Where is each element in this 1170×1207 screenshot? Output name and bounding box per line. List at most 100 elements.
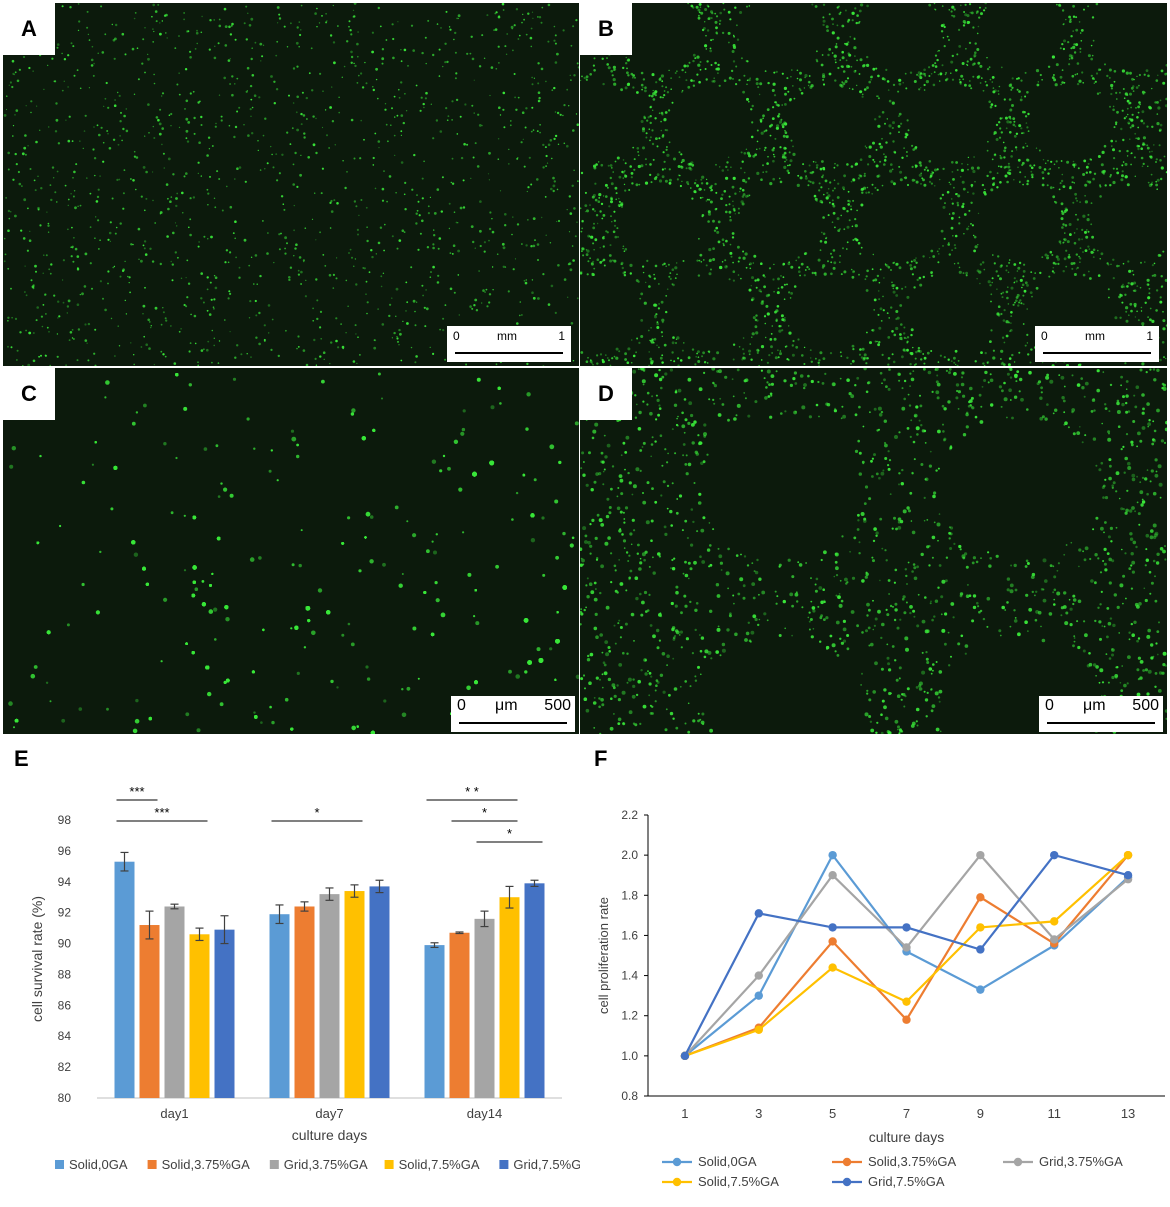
cell-dot: [203, 348, 205, 351]
cell-dot: [748, 78, 751, 82]
cell-dot: [553, 180, 556, 183]
cell-dot: [1072, 4, 1075, 8]
cell-dot: [275, 88, 279, 91]
cell-dot: [876, 95, 878, 97]
cell-dot: [37, 175, 39, 177]
cell-dot: [513, 24, 516, 27]
cell-dot: [18, 182, 22, 186]
cell-dot: [119, 120, 122, 123]
cell-dot: [200, 115, 203, 119]
cell-dot: [1073, 51, 1077, 54]
cell-dot: [213, 56, 217, 60]
cell-dot: [355, 205, 358, 208]
cell-dot: [1006, 180, 1009, 184]
cell-dot: [777, 356, 780, 359]
cell-dot: [943, 237, 946, 240]
cell-dot: [400, 359, 403, 362]
cell-dot: [328, 273, 332, 277]
cell-dot: [454, 51, 457, 54]
cell-dot: [612, 230, 616, 234]
cell-dot: [674, 341, 678, 345]
cell-dot: [666, 91, 670, 94]
cell-dot: [183, 303, 186, 307]
cell-dot: [250, 356, 252, 358]
cell-dot: [756, 129, 759, 132]
cell-dot: [381, 57, 385, 61]
cell-dot: [1026, 308, 1028, 310]
cell-dot: [1089, 158, 1092, 161]
cell-dot: [780, 118, 783, 121]
cell-dot: [28, 331, 32, 335]
cell-dot: [531, 106, 534, 109]
cell-dot: [151, 15, 153, 18]
cell-dot: [746, 83, 748, 86]
cell-dot: [352, 9, 355, 12]
cell-dot: [466, 685, 471, 691]
cell-dot: [922, 275, 925, 279]
cell-dot: [55, 102, 58, 105]
cell-dot: [949, 183, 952, 186]
cell-dot: [67, 139, 71, 143]
cell-dot: [134, 12, 137, 14]
cell-dot: [351, 725, 357, 731]
cell-dot: [609, 259, 613, 263]
cell-dot: [332, 4, 334, 7]
cell-dot: [148, 132, 150, 134]
cell-dot: [157, 3, 160, 6]
cell-dot: [497, 158, 500, 160]
cell-dot: [985, 84, 989, 87]
cell-dot: [787, 90, 790, 93]
cell-dot: [872, 253, 874, 256]
cell-dot: [556, 111, 560, 115]
cell-dot: [570, 44, 573, 47]
cell-dot: [113, 265, 116, 268]
cell-dot: [817, 361, 820, 364]
cell-dot: [538, 96, 541, 100]
cell-dot: [14, 214, 17, 218]
cell-dot: [257, 139, 259, 142]
cell-dot: [1000, 358, 1002, 360]
cell-dot: [313, 338, 316, 342]
cell-dot: [128, 282, 130, 284]
cell-dot: [213, 607, 218, 612]
cell-dot: [967, 168, 969, 171]
cell-dot: [522, 138, 524, 140]
cell-dot: [788, 325, 790, 327]
cell-dot: [1111, 145, 1113, 147]
cell-dot: [660, 129, 663, 132]
cell-dot: [998, 165, 1000, 168]
cell-dot: [640, 71, 644, 75]
cell-dot: [866, 186, 869, 189]
cell-dot: [980, 12, 983, 16]
cell-dot: [57, 317, 59, 319]
cell-dot: [540, 67, 544, 71]
cell-dot: [630, 172, 634, 175]
cell-dot: [458, 487, 463, 492]
cell-dot: [772, 159, 775, 163]
cell-dot: [483, 57, 486, 59]
cell-dot: [698, 11, 701, 14]
cell-dot: [740, 151, 743, 154]
cell-dot: [672, 336, 675, 339]
cell-dot: [986, 362, 989, 364]
cell-dot: [349, 29, 352, 32]
cell-dot: [298, 563, 302, 568]
cell-dot: [384, 108, 387, 111]
cell-dot: [834, 58, 837, 61]
cell-dot: [168, 114, 171, 116]
cell-dot: [1099, 185, 1102, 188]
cell-dot: [849, 54, 852, 56]
cell-dot: [13, 726, 15, 729]
cell-dot: [1150, 173, 1153, 176]
cell-dot: [686, 181, 689, 184]
cell-dot: [147, 53, 149, 56]
cell-dot: [764, 276, 766, 278]
cell-dot: [76, 267, 79, 270]
cell-dot: [920, 183, 922, 185]
cell-dot: [152, 41, 155, 43]
cell-dot: [839, 83, 843, 87]
cell-dot: [868, 155, 872, 158]
cell-dot: [110, 317, 113, 320]
cell-dot: [50, 198, 53, 202]
cell-dot: [615, 192, 618, 195]
